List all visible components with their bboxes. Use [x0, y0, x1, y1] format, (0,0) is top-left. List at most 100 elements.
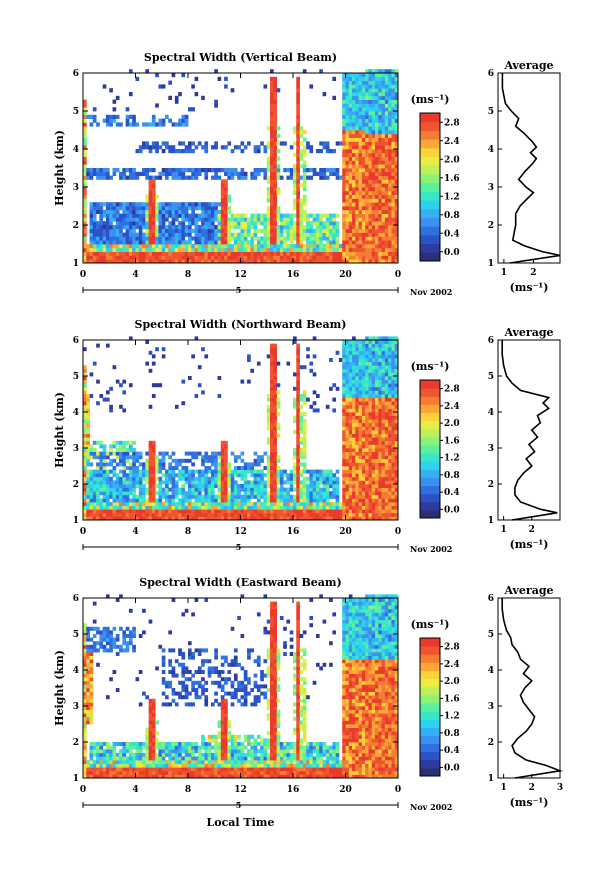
heatmap-cell: [378, 498, 382, 503]
heatmap-cell: [151, 187, 156, 192]
heatmap-cell: [109, 255, 113, 260]
heatmap-cell: [109, 469, 113, 474]
heatmap-cell: [345, 175, 350, 180]
heatmap-cell: [83, 430, 87, 434]
heatmap-cell: [342, 386, 346, 391]
heatmap-cell: [270, 469, 274, 474]
heatmap-cell: [358, 122, 363, 127]
heatmap-cell: [83, 412, 87, 416]
heatmap-cell: [174, 213, 179, 218]
heatmap-cell: [299, 202, 304, 207]
heatmap-cell: [270, 244, 274, 249]
heatmap-cell: [391, 455, 396, 460]
heatmap-cell: [165, 171, 169, 176]
heatmap-cell: [302, 255, 307, 260]
heatmap-cell: [210, 473, 215, 478]
heatmap-cell: [375, 122, 379, 127]
heatmap-cell: [125, 502, 130, 506]
heatmap-cell: [83, 394, 87, 398]
heatmap-cell: [86, 394, 90, 398]
heatmap-cell: [394, 502, 399, 506]
heatmap-cell: [312, 372, 317, 377]
x-tick-label: 16: [287, 270, 300, 280]
heatmap-cell: [358, 358, 363, 362]
heatmap-cell: [391, 171, 396, 176]
heatmap-cell: [145, 209, 150, 214]
heatmap-cell: [148, 122, 153, 127]
heatmap-cell: [368, 361, 373, 366]
heatmap-cell: [86, 419, 90, 424]
heatmap-cell: [227, 498, 232, 503]
heatmap-cell: [270, 240, 274, 245]
heatmap-cell: [194, 469, 199, 474]
heatmap-cell: [165, 491, 169, 496]
heatmap-cell: [293, 255, 297, 260]
heatmap-cell: [348, 149, 353, 154]
heatmap-cell: [289, 259, 294, 264]
heatmap-cell: [283, 509, 287, 514]
heatmap-cell: [132, 469, 136, 474]
heatmap-cell: [348, 419, 353, 424]
heatmap-cell: [394, 255, 399, 260]
heatmap-cell: [329, 473, 333, 478]
heatmap-cell: [355, 202, 360, 207]
heatmap-cell: [283, 213, 287, 218]
heatmap-cell: [151, 175, 156, 180]
heatmap-cell: [342, 187, 346, 192]
heatmap-cell: [122, 473, 127, 478]
heatmap-cell: [355, 408, 360, 413]
heatmap-cell: [348, 354, 353, 359]
heatmap-cell: [375, 491, 379, 496]
heatmap-cell: [256, 516, 261, 521]
heatmap-cell: [388, 476, 392, 481]
heatmap-cell: [273, 426, 277, 431]
heatmap-cell: [368, 419, 373, 424]
heatmap-cell: [306, 247, 310, 252]
heatmap-cell: [378, 88, 382, 93]
heatmap-cell: [92, 236, 97, 241]
heatmap-cell: [161, 502, 166, 506]
heatmap-cell: [384, 422, 389, 427]
heatmap-cell: [352, 422, 356, 427]
heatmap-cell: [273, 422, 277, 427]
heatmap-cell: [293, 198, 297, 203]
heatmap-cell: [325, 247, 330, 252]
heatmap-cell: [96, 440, 100, 445]
heatmap-cell: [220, 247, 225, 252]
heatmap-cell: [375, 118, 379, 123]
heatmap-cell: [92, 251, 97, 256]
heatmap-cell: [92, 502, 97, 506]
heatmap-cell: [355, 512, 360, 517]
heatmap-cell: [83, 509, 87, 514]
heatmap-cell: [201, 516, 205, 521]
heatmap-cell: [388, 133, 392, 138]
heatmap-cell: [332, 221, 337, 226]
heatmap-cell: [224, 171, 228, 176]
heatmap-cell: [148, 469, 153, 474]
heatmap-cell: [273, 103, 277, 108]
heatmap-cell: [102, 451, 107, 456]
heatmap-cell: [224, 440, 228, 445]
heatmap-cell: [289, 221, 294, 226]
heatmap-cell: [253, 251, 258, 256]
heatmap-cell: [388, 160, 392, 165]
heatmap-cell: [109, 251, 113, 256]
heatmap-cell: [256, 484, 261, 488]
heatmap-cell: [348, 404, 353, 409]
heatmap-cell: [135, 175, 140, 180]
heatmap-cell: [365, 232, 369, 237]
heatmap-cell: [394, 73, 399, 78]
heatmap-cell: [83, 251, 87, 256]
average-x-tick-label: 1: [501, 268, 507, 278]
heatmap-cell: [381, 512, 386, 517]
heatmap-cell: [375, 444, 379, 449]
heatmap-cell: [296, 383, 300, 388]
heatmap-cell: [158, 232, 163, 237]
heatmap-cell: [178, 209, 182, 214]
heatmap-cell: [348, 133, 353, 138]
heatmap-cell: [276, 171, 281, 176]
heatmap-cell: [391, 156, 396, 161]
heatmap-cell: [361, 433, 366, 438]
heatmap-cell: [138, 171, 143, 176]
heatmap-cell: [227, 484, 232, 488]
